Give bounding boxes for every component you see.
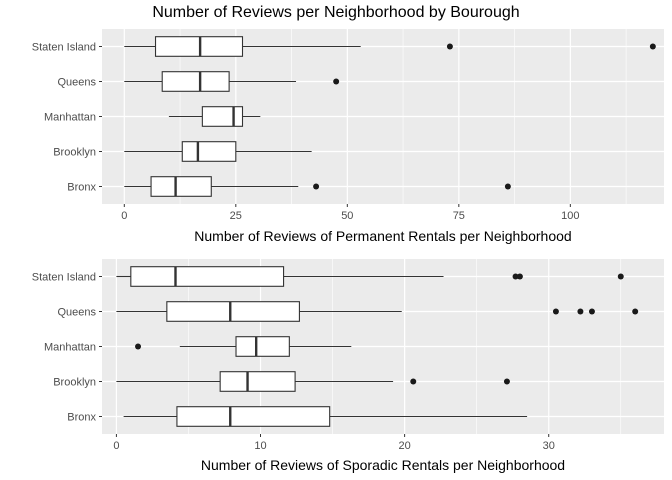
x-tick-label: 10 (254, 440, 266, 452)
box-staten-island (124, 36, 656, 57)
box-brooklyn (116, 371, 510, 392)
y-tick-label-manhattan: Manhattan (44, 342, 96, 354)
outlier-point (649, 43, 656, 50)
outlier-point (503, 378, 510, 385)
iqr-box (161, 71, 230, 92)
permanent-rentals-panel: 0 25 50 75 100 Bronx Brooklyn Manhattan Queens St… (32, 29, 664, 244)
chart-title: Number of Reviews per Neighborhood by Bo… (152, 4, 519, 21)
outlier-point (577, 308, 584, 315)
outlier-point (135, 343, 142, 350)
box-queens (116, 301, 639, 322)
box-queens (124, 71, 340, 92)
iqr-box (150, 176, 212, 197)
y-tick-label-bronx: Bronx (67, 182, 96, 194)
iqr-box (235, 336, 290, 357)
outlier-point (313, 183, 320, 190)
outlier-point (588, 308, 595, 315)
y-tick-label-brooklyn: Brooklyn (53, 147, 96, 159)
outlier-point (632, 308, 639, 315)
box-manhattan (135, 336, 352, 357)
box-brooklyn (124, 141, 312, 162)
iqr-box (201, 106, 244, 127)
outlier-point (516, 273, 523, 280)
outlier-point (617, 273, 624, 280)
x-tick-label: 0 (113, 440, 119, 452)
x-tick-label: 50 (341, 210, 353, 222)
sporadic-rentals-panel: 0 10 20 30 Bronx Brooklyn Manhattan Queens State… (32, 259, 664, 473)
box-bronx (124, 176, 511, 197)
y-tick-label-staten-island: Staten Island (32, 272, 96, 284)
outlier-point (333, 78, 340, 85)
box-staten-island (116, 266, 624, 287)
outlier-point (504, 183, 511, 190)
box-bronx (123, 406, 528, 427)
iqr-box (166, 301, 300, 322)
outlier-point (446, 43, 453, 50)
y-tick-label-queens: Queens (57, 307, 96, 319)
outlier-point (410, 378, 417, 385)
y-tick-label-bronx: Bronx (67, 412, 96, 424)
x-tick-label: 0 (121, 210, 127, 222)
y-tick-label-staten-island: Staten Island (32, 42, 96, 54)
iqr-box (219, 371, 296, 392)
outlier-point (512, 273, 519, 280)
outlier-point (552, 308, 559, 315)
x-axis-label: Number of Reviews of Permanent Rentals p… (194, 228, 571, 244)
y-tick-label-manhattan: Manhattan (44, 112, 96, 124)
x-tick-label: 25 (230, 210, 242, 222)
x-tick-label: 75 (453, 210, 465, 222)
x-tick-label: 100 (561, 210, 579, 222)
x-axis-label: Number of Reviews of Sporadic Rentals pe… (201, 457, 565, 473)
y-tick-label-brooklyn: Brooklyn (53, 377, 96, 389)
x-tick-label: 30 (543, 440, 555, 452)
y-tick-label-queens: Queens (57, 77, 96, 89)
iqr-box (181, 141, 237, 162)
iqr-box (130, 266, 285, 287)
iqr-box (176, 406, 331, 427)
x-tick-label: 20 (398, 440, 410, 452)
box-manhattan (168, 106, 261, 127)
